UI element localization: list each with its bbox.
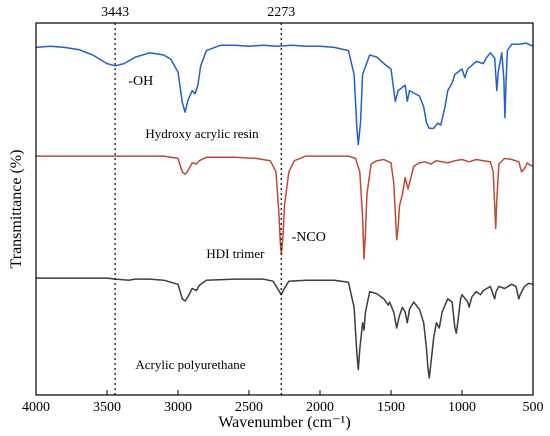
x-tick-label-1500: 1500 <box>377 400 405 415</box>
x-axis-ticks: 4000 3500 3000 2500 2000 1500 1000 500 <box>22 390 544 415</box>
series-label-1: Hydroxy acrylic resin <box>145 126 259 141</box>
x-tick-label-2000: 2000 <box>306 400 334 415</box>
peak-label-2273: 2273 <box>267 5 295 20</box>
peak-label-3443: 3443 <box>101 5 129 20</box>
x-tick-label-3000: 3000 <box>164 400 192 415</box>
series-line-1 <box>35 42 534 146</box>
x-tick-label-4000: 4000 <box>22 400 50 415</box>
x-tick-label-1000: 1000 <box>448 400 476 415</box>
series-layer: Hydroxy acrylic resin HDI trimer Acrylic p… <box>35 42 534 379</box>
x-tick-label-500: 500 <box>523 400 544 415</box>
plot-frame <box>35 22 534 396</box>
x-axis-title: Wavenumber (cm⁻¹) <box>218 414 350 431</box>
y-axis-title: Transmittance (%) <box>8 150 25 269</box>
annotation-1: -OH <box>128 74 153 89</box>
series-line-2 <box>36 155 534 260</box>
series-label-2: HDI trimer <box>206 246 265 261</box>
x-tick-label-3500: 3500 <box>93 400 121 415</box>
x-tick-label-2500: 2500 <box>235 400 263 415</box>
annotations: -OH -NCO <box>128 74 326 245</box>
series-line-3 <box>36 277 534 379</box>
series-label-3: Acrylic polyurethane <box>135 357 245 372</box>
reference-lines: 3443 2273 <box>101 5 295 395</box>
annotation-2: -NCO <box>292 230 326 245</box>
